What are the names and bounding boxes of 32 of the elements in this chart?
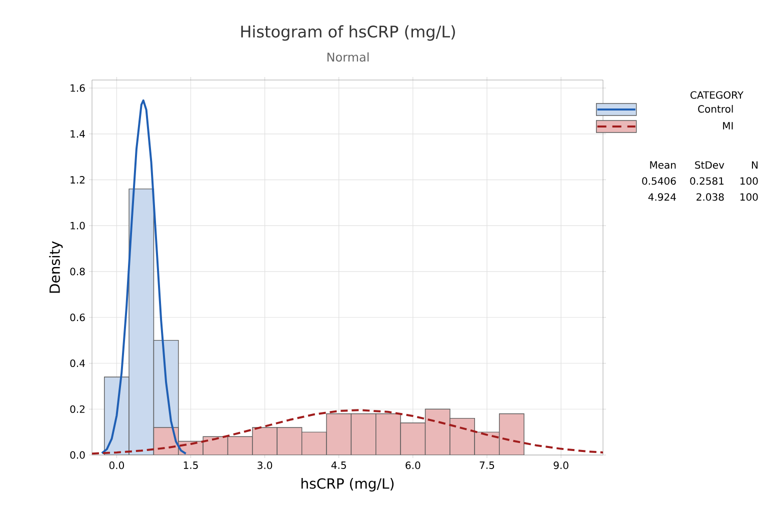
y-tick-label: 0.0 xyxy=(70,451,85,459)
text: 100 xyxy=(740,177,758,185)
y-axis-title: Density xyxy=(49,241,63,293)
y-tick-label: 0.2 xyxy=(70,405,84,413)
y-tick-label: 1.0 xyxy=(70,222,85,230)
text: 100 xyxy=(740,193,758,201)
y-tick-label: 0.4 xyxy=(70,359,85,368)
text: MI xyxy=(723,122,733,130)
y-tick-label: 1.6 xyxy=(70,84,85,92)
y-tick-label: 0.8 xyxy=(70,268,85,276)
x-tick-label: 4.5 xyxy=(331,462,346,469)
x-tick-label: 0.0 xyxy=(109,462,124,470)
y-tick-label: 1.2 xyxy=(70,176,84,184)
text: StDev xyxy=(695,161,724,169)
x-tick-label: 3.0 xyxy=(258,462,272,470)
text: 0.2581 xyxy=(690,177,724,185)
x-axis-title: hsCRP (mg/L) xyxy=(302,478,394,492)
text: Control xyxy=(698,104,733,113)
chart-subtitle: Normal xyxy=(327,52,369,62)
legend-title: CATEGORY xyxy=(690,91,744,99)
text: 0.5406 xyxy=(642,177,676,185)
x-tick-label: 9.0 xyxy=(554,462,568,470)
text: 4.924 xyxy=(648,193,676,201)
y-tick-label: 1.4 xyxy=(70,130,85,138)
x-tick-label: 7.5 xyxy=(480,462,494,469)
chart-title: Histogram of hsCRP (mg/L) xyxy=(241,25,455,41)
text: 2.038 xyxy=(696,193,724,201)
x-tick-label: 6.0 xyxy=(406,462,420,470)
x-tick-label: 1.5 xyxy=(184,462,198,469)
text: Mean xyxy=(650,161,676,169)
text: N xyxy=(752,161,758,169)
y-tick-label: 0.6 xyxy=(70,314,85,322)
